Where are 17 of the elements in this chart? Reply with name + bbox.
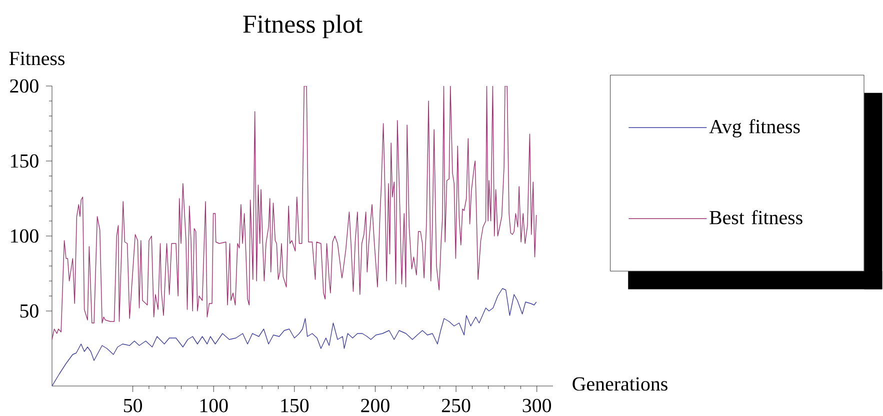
y-tick-label: 150 [11, 154, 38, 168]
x-tick-label: 200 [361, 398, 390, 412]
y-axis-title: Fitness [9, 52, 65, 66]
y-tick-label: 100 [11, 229, 38, 243]
x-tick-label: 100 [200, 398, 228, 412]
x-axis-title: Generations [572, 377, 668, 391]
x-tick-label: 150 [281, 398, 309, 412]
legend-label: Best fitness [710, 210, 802, 224]
y-tick-label: 50 [20, 304, 38, 318]
legend-label: Avg fitness [709, 119, 800, 138]
x-tick-label: 300 [522, 398, 552, 412]
line-series [52, 86, 537, 340]
line-series [52, 288, 537, 386]
y-tick-label: 200 [10, 79, 38, 93]
x-tick-label: 50 [124, 398, 142, 412]
chart-title: Fitness plot [243, 14, 362, 38]
x-tick-label: 250 [442, 398, 470, 412]
